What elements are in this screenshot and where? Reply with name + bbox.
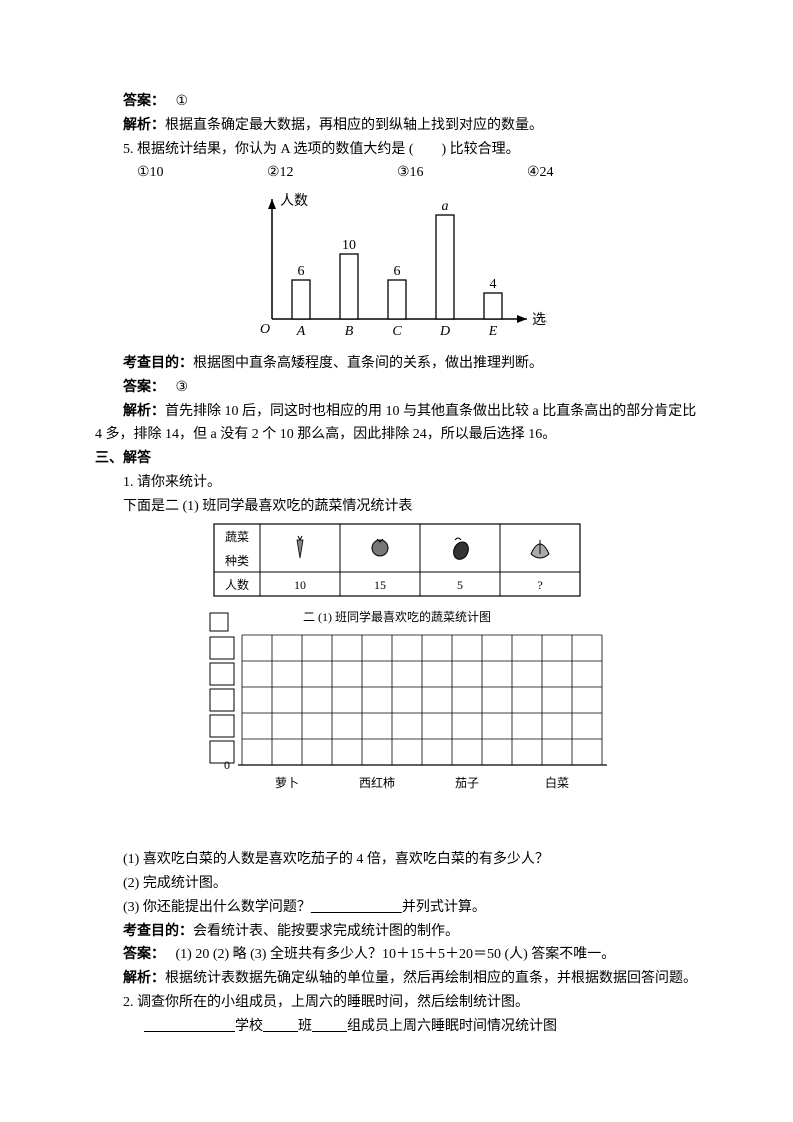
blank-school [144,1019,235,1034]
analysis-label-3: 解析： [123,971,165,986]
svg-text:6: 6 [297,264,304,279]
svg-text:人数: 人数 [224,577,248,592]
opt-4: ④24 [527,161,657,185]
answer-value-2: ③ [176,380,189,395]
svg-text:茄子: 茄子 [454,776,478,790]
svg-text:B: B [344,324,353,339]
chart-1-figure: 人数选项 O 6 A 10 B 6 Ca D 4 E [95,189,698,348]
analysis-text: 根据直条确定最大数据，再相应的到纵轴上找到对应的数量。 [165,118,543,133]
table-and-chart-figure: 蔬菜种类人数 10 15 5? 二 (1) 班同学最喜欢吃的蔬菜统计图 0 萝卜 西红柿 茄子… [95,523,698,845]
blank-class [263,1019,298,1034]
svg-text:10: 10 [342,238,356,253]
q1-sub3: (3) 你还能提出什么数学问题？ 并列式计算。 [95,896,698,920]
svg-text:种类: 种类 [224,554,248,568]
blank-1 [311,900,402,915]
purpose-label-2: 考查目的： [123,924,193,939]
svg-text:D: D [438,324,449,339]
answer-line-2: 答案： ③ [95,376,698,400]
q2-fill: 学校 班 组成员上周六睡眠时间情况统计图 [95,1015,698,1039]
analysis-text-2: 首先排除 10 后，同这时也相应的用 10 与其他直条做出比较 a 比直条高出的… [95,404,696,443]
svg-text:萝卜: 萝卜 [274,776,298,790]
svg-text:6: 6 [393,264,400,279]
svg-text:二 (1) 班同学最喜欢吃的蔬菜统计图: 二 (1) 班同学最喜欢吃的蔬菜统计图 [303,609,491,624]
analysis-line-2: 解析：首先排除 10 后，同这时也相应的用 10 与其他直条做出比较 a 比直条… [95,400,698,448]
purpose-text: 根据图中直条高矮程度、直条间的关系，做出推理判断。 [193,356,543,371]
answer-label: 答案： [123,94,165,109]
analysis-line-1: 解析：根据直条确定最大数据，再相应的到纵轴上找到对应的数量。 [95,114,698,138]
lbl-class: 班 [298,1019,312,1034]
svg-text:10: 10 [294,578,306,592]
q1-title: 1. 请你来统计。 [95,471,698,495]
purpose-line-2: 考查目的：会看统计表、能按要求完成统计图的制作。 [95,920,698,944]
q5-options: ①10 ②12 ③16 ④24 [137,161,698,185]
analysis-label: 解析： [123,118,165,133]
question-5: 5. 根据统计结果，你认为 A 选项的数值大约是 ( ) 比较合理。 [95,138,698,162]
svg-text:?: ? [537,578,542,592]
answer-line-1: 答案： ① [95,90,698,114]
svg-text:C: C [392,324,402,339]
analysis-label-2: 解析： [123,404,165,419]
answer-value: ① [176,94,189,109]
analysis-text-3: 根据统计表数据先确定纵轴的单位量，然后再绘制相应的直条，并根据数据回答问题。 [165,971,697,986]
q1-sub3-b: 并列式计算。 [402,900,486,915]
q2-title: 2. 调查你所在的小组成员，上周六的睡眠时间，然后绘制统计图。 [95,991,698,1015]
blank-group [312,1019,347,1034]
svg-text:15: 15 [374,578,386,592]
section-3-heading: 三、解答 [95,447,698,471]
opt-2: ②12 [267,161,397,185]
svg-text:5: 5 [457,578,463,592]
svg-text:a: a [441,199,448,214]
svg-text:白菜: 白菜 [544,775,568,790]
svg-text:0: 0 [224,758,230,772]
veg-table: 蔬菜种类人数 10 15 5? [213,523,581,597]
purpose-text-2: 会看统计表、能按要求完成统计图的制作。 [193,924,459,939]
answer-text-3: (1) 20 (2) 略 (3) 全班共有多少人？10＋15＋5＋20＝50 (… [176,947,616,962]
purpose-label: 考查目的： [123,356,193,371]
chart-1: 人数选项 O 6 A 10 B 6 Ca D 4 E [247,189,547,339]
purpose-line: 考查目的：根据图中直条高矮程度、直条间的关系，做出推理判断。 [95,352,698,376]
svg-text:蔬菜: 蔬菜 [224,530,248,544]
svg-text:E: E [487,324,497,339]
answer-label-2: 答案： [123,380,165,395]
answer-line-3: 答案： (1) 20 (2) 略 (3) 全班共有多少人？10＋15＋5＋20＝… [95,943,698,967]
svg-text:O: O [260,322,270,337]
lbl-rest: 组成员上周六睡眠时间情况统计图 [347,1019,557,1034]
q1-sub2: (2) 完成统计图。 [95,872,698,896]
chart-2: 二 (1) 班同学最喜欢吃的蔬菜统计图 0 萝卜 西红柿 茄子 白菜 [187,605,607,835]
lbl-school: 学校 [235,1019,263,1034]
opt-3: ③16 [397,161,527,185]
q1-sub3-a: (3) 你还能提出什么数学问题？ [123,900,311,915]
answer-label-3: 答案： [123,947,165,962]
analysis-line-3: 解析：根据统计表数据先确定纵轴的单位量，然后再绘制相应的直条，并根据数据回答问题… [95,967,698,991]
svg-text:4: 4 [489,277,496,292]
svg-text:人数: 人数 [280,193,308,209]
opt-1: ①10 [137,161,267,185]
svg-text:选项: 选项 [532,312,547,328]
q1-sub1: (1) 喜欢吃白菜的人数是喜欢吃茄子的 4 倍，喜欢吃白菜的有多少人？ [95,848,698,872]
svg-text:A: A [295,324,305,339]
svg-text:西红柿: 西红柿 [358,775,394,790]
q1-intro: 下面是二 (1) 班同学最喜欢吃的蔬菜情况统计表 [95,495,698,519]
